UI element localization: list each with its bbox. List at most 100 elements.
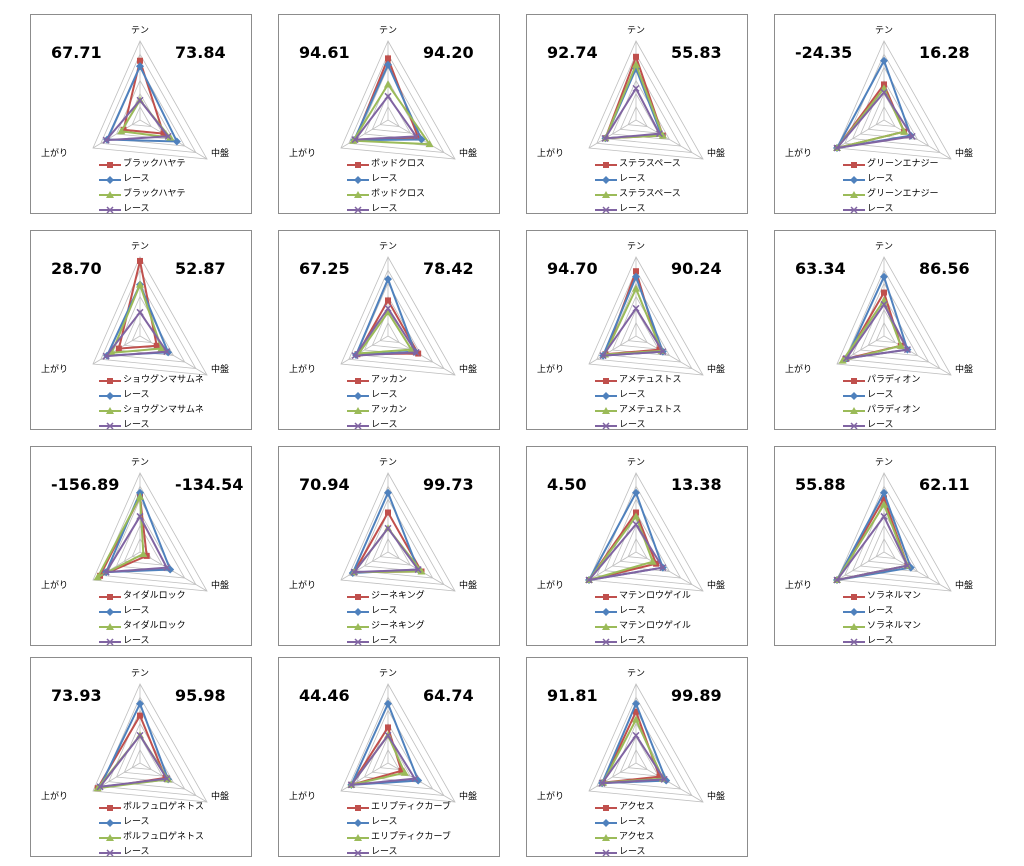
legend-marker (106, 391, 114, 400)
data-point (136, 308, 144, 316)
series-line (600, 733, 666, 785)
series-4 (102, 96, 172, 144)
legend-label: レース (619, 636, 646, 646)
axis-spoke (635, 551, 704, 592)
series-line (349, 733, 417, 787)
axis-spoke (883, 119, 952, 160)
grid-ring (92, 256, 208, 376)
data-point (417, 567, 426, 575)
data-point (880, 88, 888, 96)
grid-ring (619, 735, 660, 777)
data-point (157, 344, 166, 352)
axis-label-top: テン (131, 457, 149, 468)
legend-swatch (347, 161, 369, 168)
series-4 (102, 308, 171, 360)
data-point (407, 345, 416, 353)
legend-marker (850, 421, 858, 430)
data-point (163, 564, 171, 572)
legend-marker (850, 175, 858, 184)
legend-label: レース (867, 636, 894, 646)
legend-entry: レース (595, 418, 682, 433)
grid-ring (588, 40, 704, 160)
legend-marker (355, 593, 361, 600)
legend-marker (602, 205, 610, 214)
legend-entry: レース (843, 634, 921, 649)
legend: ボッドクロス レース ボッドクロス レース (347, 157, 425, 217)
axis-spoke (139, 762, 208, 803)
radar-chart-panel: テン 中盤 上がり 4.50 13.38 マテンロウゲイル レース マテンロウゲイル レース (526, 446, 748, 646)
legend-entry: エリプティクカーブ (347, 830, 451, 845)
legend-swatch (595, 406, 617, 414)
axis-spoke (588, 335, 637, 365)
axis-label-right: 中盤 (955, 363, 973, 375)
grid-ring (619, 308, 660, 350)
data-point (384, 524, 392, 532)
grid-ring (131, 105, 152, 127)
legend-swatch (595, 161, 617, 168)
legend-entry: レース (843, 172, 939, 187)
legend-entry: レース (595, 202, 681, 217)
data-point (633, 268, 639, 275)
grid-ring (340, 256, 456, 376)
axis-label-left: 上がり (537, 147, 564, 159)
legend-entry: ブラックハヤテ (99, 157, 186, 172)
legend-label: レース (123, 390, 150, 400)
grid-ring (379, 537, 400, 559)
data-point (881, 495, 887, 502)
legend-swatch (595, 190, 617, 198)
grid-ring (875, 537, 896, 559)
left-score: 67.25 (299, 259, 350, 278)
right-score: 62.11 (919, 475, 970, 494)
legend-marker (354, 622, 362, 630)
legend-entry: レース (99, 388, 204, 403)
legend-swatch (595, 391, 617, 400)
legend-swatch (99, 804, 121, 811)
data-point (137, 257, 143, 264)
legend: パラディオン レース パラディオン レース (843, 373, 920, 433)
data-point (903, 346, 911, 354)
legend-swatch (843, 391, 865, 400)
grid-ring (588, 683, 704, 803)
axis-label-top: テン (379, 25, 397, 36)
legend-swatch (843, 161, 865, 168)
series-4 (601, 84, 663, 143)
series-line (603, 86, 662, 140)
legend-marker (603, 804, 609, 811)
legend-entry: レース (99, 845, 204, 860)
data-point (656, 773, 663, 780)
legend-entry: タイダルロック (99, 589, 186, 604)
grid-ring (108, 498, 186, 579)
radar-chart-panel: テン 中盤 上がり 44.46 64.74 エリプティクカーブ レース エリプティクカーブ レー… (278, 657, 500, 857)
grid-ring (348, 696, 445, 796)
data-point (425, 140, 434, 148)
legend: グリーンエナジー レース グリーンエナジー レース (843, 157, 939, 217)
legend-entry: アクセス (595, 800, 655, 815)
axis-label-left: 上がり (537, 790, 564, 802)
legend-label: レース (123, 606, 150, 616)
legend-label: レース (619, 847, 646, 857)
legend-label: レース (867, 204, 894, 214)
legend-swatch (347, 377, 369, 384)
legend-label: パラディオン (867, 405, 921, 415)
legend-label: ジーネキング (371, 591, 425, 601)
data-point (102, 136, 110, 144)
legend-marker (106, 637, 114, 646)
grid-ring (836, 472, 952, 592)
grid-ring (100, 696, 197, 796)
legend-marker (602, 175, 610, 184)
grid-ring (371, 524, 412, 566)
data-point (136, 96, 144, 104)
legend-marker (106, 833, 114, 841)
axis-label-right: 中盤 (955, 579, 973, 591)
data-point (384, 275, 392, 284)
series-4 (351, 304, 420, 360)
grid-ring (627, 537, 648, 559)
series-4 (351, 92, 420, 144)
data-point (351, 352, 359, 360)
series-line (103, 98, 171, 142)
axis-spoke (883, 551, 952, 592)
